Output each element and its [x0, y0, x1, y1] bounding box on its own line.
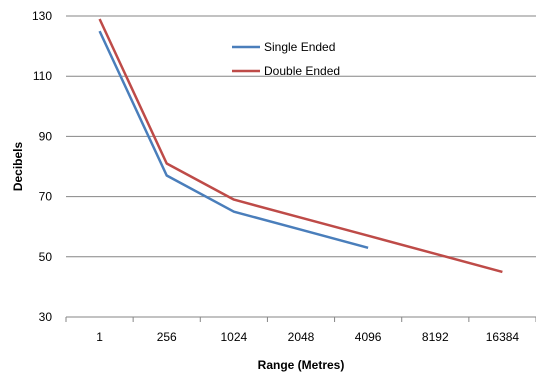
- x-tick-label: 1024: [221, 330, 248, 344]
- y-tick-label: 50: [39, 250, 53, 264]
- y-tick-label: 70: [39, 190, 53, 204]
- x-axis-ticks: 1 256 1024 2048 4096 8192 16384: [65, 317, 536, 344]
- x-tick-label: 4096: [355, 330, 382, 344]
- legend-label: Double Ended: [264, 64, 340, 78]
- y-tick-label: 130: [32, 9, 52, 23]
- x-tick-label: 256: [157, 330, 177, 344]
- x-tick-label: 8192: [422, 330, 449, 344]
- series-line-1: [98, 30, 369, 250]
- x-tick-label: 2048: [288, 330, 315, 344]
- y-tick-label: 30: [39, 310, 53, 324]
- y-tick-label: 90: [39, 129, 53, 143]
- x-tick-label: 16384: [486, 330, 520, 344]
- legend: Single Ended Double Ended: [232, 40, 340, 78]
- series-layer: [98, 18, 503, 274]
- legend-label: Single Ended: [264, 40, 335, 54]
- y-tick-label: 110: [33, 69, 52, 83]
- gridlines: [66, 15, 536, 318]
- y-axis-ticks: 30 50 70 90 110 130: [32, 9, 52, 324]
- x-tick-label: 1: [96, 330, 103, 344]
- x-axis-title: Range (Metres): [258, 358, 345, 372]
- series-line-2: [98, 18, 503, 274]
- y-axis-title: Decibels: [11, 141, 25, 191]
